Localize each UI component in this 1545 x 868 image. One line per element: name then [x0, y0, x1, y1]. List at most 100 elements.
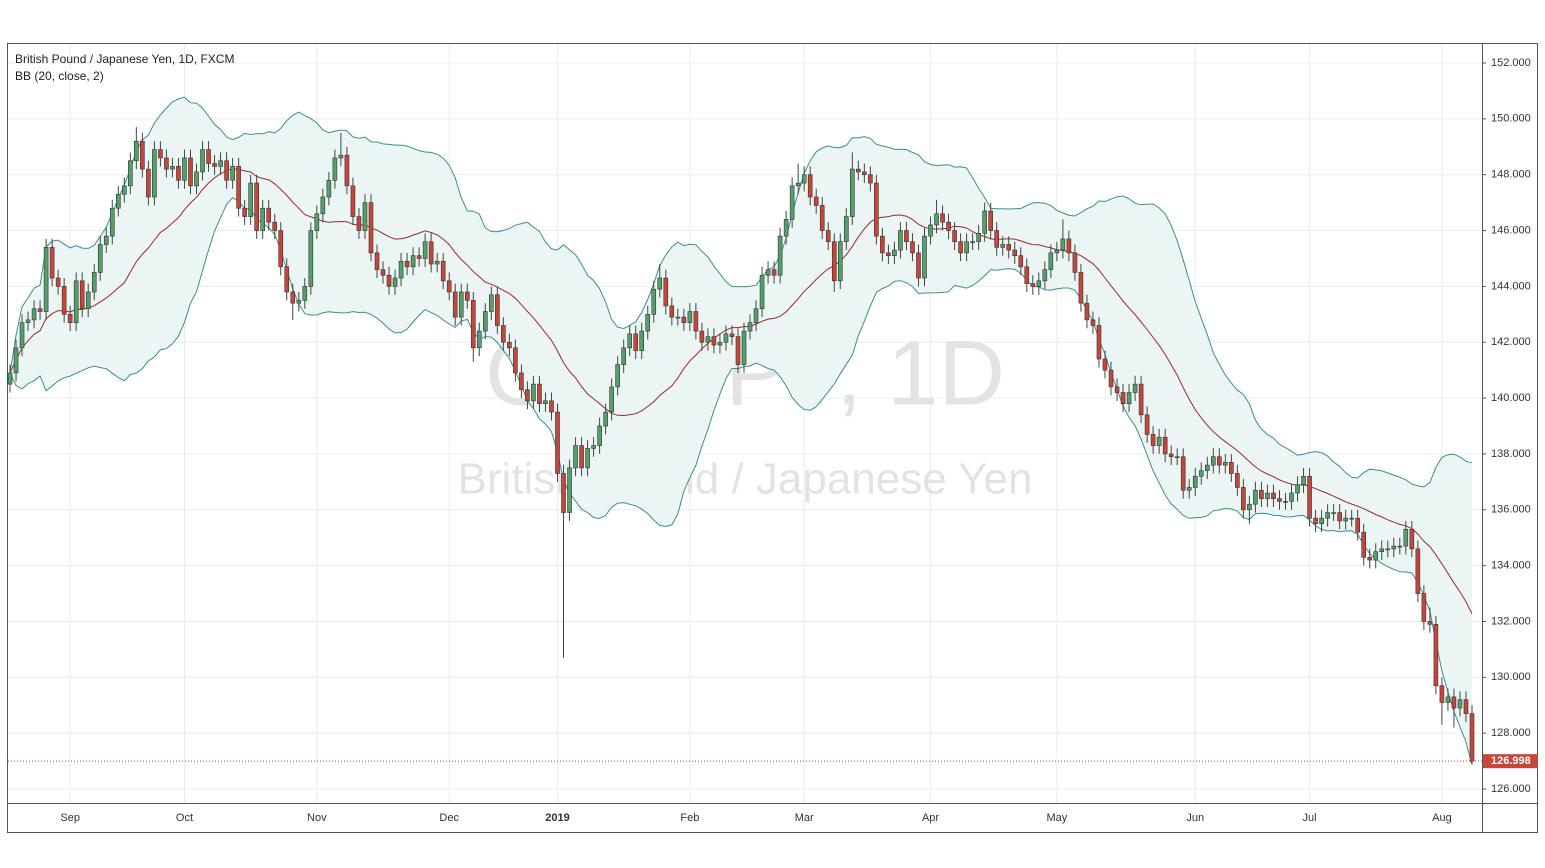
x-tick-label: Feb	[680, 812, 699, 824]
x-tick-label: Oct	[176, 812, 193, 824]
candle-body	[1295, 484, 1300, 494]
y-tick-label: 134.000	[1491, 560, 1531, 572]
candle-body	[591, 445, 596, 449]
candle-body	[825, 230, 831, 243]
candle-body	[537, 383, 542, 404]
candle-body	[1337, 512, 1342, 522]
candle-body	[627, 333, 632, 349]
candle-body	[1090, 319, 1096, 326]
candle-body	[1301, 475, 1306, 485]
candle-body	[753, 308, 759, 323]
candle-body	[176, 166, 181, 181]
x-tick-label: Apr	[922, 812, 939, 824]
candle-body	[880, 235, 885, 254]
candle-body	[1042, 269, 1048, 282]
y-tick-label: 130.000	[1491, 671, 1531, 683]
candle-body	[850, 168, 855, 217]
candle-body	[188, 157, 193, 187]
candle-body	[729, 333, 735, 337]
candle-body	[1253, 489, 1258, 505]
candle-body	[940, 213, 945, 223]
y-tick-label: 152.000	[1491, 57, 1531, 69]
candle-body	[783, 219, 789, 237]
candle-body	[741, 330, 747, 365]
candle-body	[693, 311, 699, 332]
candle-body	[314, 213, 320, 231]
candle-body	[922, 235, 927, 279]
candle-body	[759, 274, 765, 310]
basis-line	[9, 168, 1473, 615]
candle-body	[356, 216, 362, 231]
candle-body	[868, 174, 873, 184]
candle-body	[1210, 456, 1216, 466]
candle-body	[513, 347, 518, 374]
indicator-label: BB (20, close, 2)	[15, 69, 104, 83]
candle-body	[67, 314, 73, 323]
candle-body	[422, 241, 428, 259]
candle-body	[1397, 545, 1403, 548]
candle-body	[1012, 249, 1018, 256]
candle-body	[1313, 517, 1318, 525]
candle-body	[242, 207, 247, 217]
candle-body	[206, 149, 211, 164]
candles	[7, 127, 1475, 764]
candle-body	[717, 341, 723, 346]
candle-body	[368, 202, 374, 254]
chart-title: British Pound / Japanese Yen, 1D, FXCM	[15, 52, 234, 66]
candle-body	[1241, 487, 1246, 511]
candle-body	[446, 280, 452, 293]
candle-body	[1349, 517, 1354, 520]
candle-body	[525, 389, 530, 402]
candle-body	[1223, 462, 1228, 466]
candle-body	[1355, 517, 1360, 533]
candle-body	[874, 182, 879, 237]
candle-body	[476, 330, 482, 349]
candle-body	[158, 149, 163, 159]
candle-body	[573, 445, 578, 469]
candle-body	[1078, 272, 1084, 304]
candle-body	[813, 196, 819, 206]
candle-body	[1168, 453, 1174, 458]
candle-body	[452, 291, 458, 318]
y-tick-label: 128.000	[1491, 727, 1531, 739]
candle-body	[1445, 696, 1451, 703]
candle-body	[1162, 436, 1168, 455]
candle-body	[308, 230, 314, 287]
candle-body	[807, 174, 813, 198]
candle-body	[1409, 529, 1415, 550]
candle-body	[1180, 456, 1186, 491]
candle-body	[122, 185, 127, 195]
candle-body	[543, 400, 548, 404]
candle-body	[398, 260, 404, 279]
candle-body	[831, 241, 837, 282]
candle-body	[489, 294, 494, 312]
candle-body	[1066, 238, 1072, 254]
candle-body	[296, 300, 302, 304]
candle-body	[609, 386, 614, 413]
candle-body	[1373, 551, 1379, 561]
candle-body	[254, 182, 259, 231]
candle-body	[115, 193, 121, 209]
candle-body	[404, 260, 410, 268]
candle-body	[1451, 696, 1457, 709]
candle-body	[1084, 302, 1090, 321]
x-tick-label: Nov	[307, 812, 327, 824]
candle-body	[928, 224, 933, 237]
candle-body	[182, 157, 187, 181]
candle-body	[1463, 699, 1469, 714]
candle-body	[1415, 548, 1421, 594]
candle-body	[1036, 280, 1042, 287]
candle-body	[374, 252, 380, 270]
y-tick-label: 126.000	[1491, 783, 1531, 795]
candle-body	[639, 330, 645, 351]
candle-body	[952, 230, 957, 243]
candle-body	[350, 185, 356, 217]
candle-body	[1265, 492, 1270, 499]
candle-body	[1186, 487, 1192, 491]
candle-body	[1217, 456, 1222, 466]
candle-body	[1385, 548, 1391, 551]
candle-body	[645, 314, 651, 332]
candle-body	[19, 322, 25, 349]
x-tick-label: Aug	[1432, 812, 1452, 824]
